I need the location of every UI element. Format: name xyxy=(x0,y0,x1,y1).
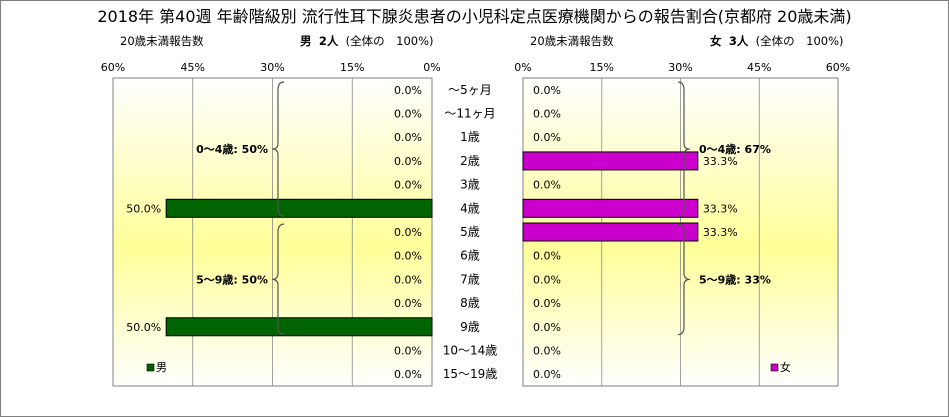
age-category-label: ～11ヶ月 xyxy=(444,107,495,121)
right-header-sex: 女 xyxy=(710,34,722,48)
female-data-label: 0.0% xyxy=(533,179,561,192)
age-category-label: 7歳 xyxy=(460,272,480,286)
right-header-summary: 女 3人 (全体の 100%) xyxy=(710,33,844,49)
female-legend-label: 女 xyxy=(780,360,791,374)
male-legend-swatch xyxy=(146,363,155,372)
male-tick-label: 45% xyxy=(181,61,205,74)
female-data-label: 33.3% xyxy=(703,202,738,215)
female-data-label: 0.0% xyxy=(533,250,561,263)
female-data-label: 0.0% xyxy=(533,131,561,144)
age-category-label: 1歳 xyxy=(460,130,480,144)
male-data-label: 0.0% xyxy=(394,368,422,381)
male-data-label: 0.0% xyxy=(394,131,422,144)
age-category-label: 4歳 xyxy=(460,201,480,215)
female-legend-swatch xyxy=(770,363,779,372)
female-tick-label: 15% xyxy=(590,61,614,74)
male-data-label: 0.0% xyxy=(394,155,422,168)
male-bar xyxy=(165,198,433,218)
female-bracket xyxy=(677,223,691,336)
left-subtitle: 20歳未満報告数 xyxy=(120,34,204,48)
female-data-label: 0.0% xyxy=(533,344,561,357)
male-bracket xyxy=(271,223,285,336)
female-tick-label: 0% xyxy=(514,61,531,74)
female-annotation: 5～9歳: 33% xyxy=(699,272,771,286)
male-data-label: 0.0% xyxy=(394,344,422,357)
female-tick-label: 30% xyxy=(668,61,692,74)
female-bracket xyxy=(677,81,691,217)
male-tick-label: 30% xyxy=(260,61,284,74)
male-data-label: 0.0% xyxy=(394,179,422,192)
age-category-label: 5歳 xyxy=(460,225,480,239)
male-bar xyxy=(165,317,433,337)
age-category-label: 10～14歳 xyxy=(443,343,498,357)
male-data-label: 0.0% xyxy=(394,84,422,97)
male-data-label: 0.0% xyxy=(394,250,422,263)
left-header-total: (全体の 100%) xyxy=(345,34,434,48)
male-annotation: 0～4歳: 50% xyxy=(196,142,268,156)
chart-title: 2018年 第40週 年齢階級別 流行性耳下腺炎患者の小児科定点医療機関からの報… xyxy=(97,7,852,26)
male-tick-label: 15% xyxy=(340,61,364,74)
age-category-label: 6歳 xyxy=(460,249,480,263)
left-header-count: 2人 xyxy=(318,34,339,48)
male-legend-label: 男 xyxy=(156,361,167,374)
male-tick-label: 60% xyxy=(101,61,125,74)
age-category-label: ～5ヶ月 xyxy=(448,83,492,97)
right-header-total: (全体の 100%) xyxy=(755,34,844,48)
male-data-label: 0.0% xyxy=(394,108,422,121)
left-header-summary: 男 2人 (全体の 100%) xyxy=(300,33,434,49)
male-data-label: 0.0% xyxy=(394,273,422,286)
female-bar xyxy=(522,151,699,171)
female-data-label: 0.0% xyxy=(533,273,561,286)
left-header-sex: 男 xyxy=(300,34,312,48)
male-data-label: 50.0% xyxy=(126,321,161,334)
female-tick-label: 45% xyxy=(747,61,771,74)
age-category-label: 3歳 xyxy=(460,178,480,192)
female-bar xyxy=(522,198,699,218)
male-annotation: 5～9歳: 50% xyxy=(196,272,268,286)
female-data-label: 33.3% xyxy=(703,226,738,239)
male-tick-label: 0% xyxy=(423,61,440,74)
female-data-label: 33.3% xyxy=(703,155,738,168)
female-data-label: 0.0% xyxy=(533,321,561,334)
female-bar xyxy=(522,222,699,242)
age-category-label: 15～19歳 xyxy=(443,367,498,381)
male-data-label: 0.0% xyxy=(394,226,422,239)
female-annotation: 0～4歳: 67% xyxy=(699,142,771,156)
right-header-count: 3人 xyxy=(728,34,749,48)
male-data-label: 50.0% xyxy=(126,202,161,215)
female-data-label: 0.0% xyxy=(533,297,561,310)
male-bracket xyxy=(271,81,285,217)
female-tick-label: 60% xyxy=(826,61,850,74)
age-category-label: 8歳 xyxy=(460,296,480,310)
male-data-label: 0.0% xyxy=(394,297,422,310)
right-subtitle: 20歳未満報告数 xyxy=(530,34,614,48)
female-data-label: 0.0% xyxy=(533,84,561,97)
age-category-label: 2歳 xyxy=(460,154,480,168)
female-data-label: 0.0% xyxy=(533,368,561,381)
age-category-label: 9歳 xyxy=(460,320,480,334)
female-data-label: 0.0% xyxy=(533,108,561,121)
